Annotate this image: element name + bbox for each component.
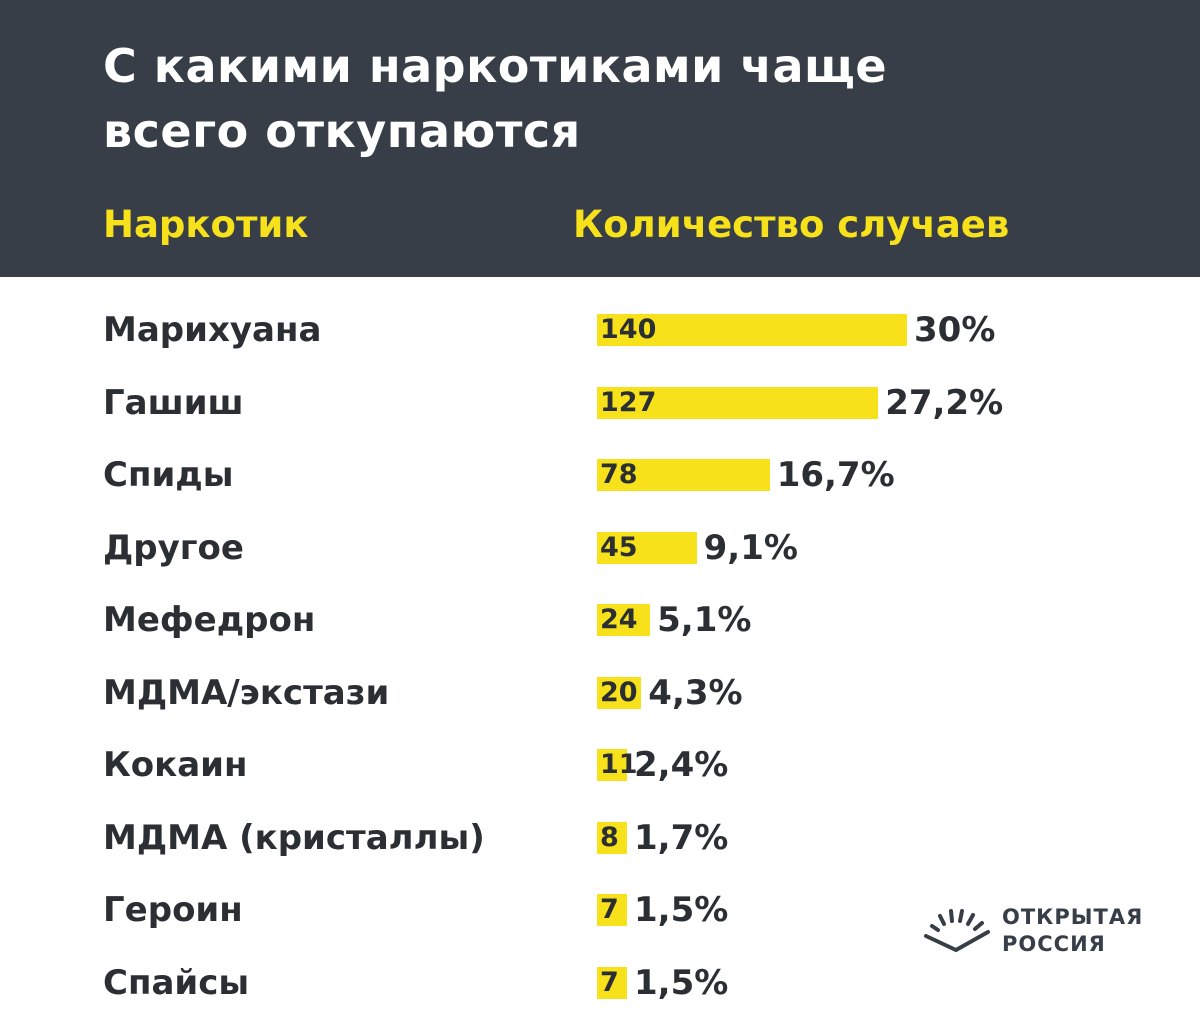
row-label: Мефедрон bbox=[103, 600, 316, 640]
bar-value-label: 24 bbox=[600, 604, 638, 635]
bar-value-label: 7 bbox=[600, 966, 619, 998]
bar-percent-label: 9,1% bbox=[703, 527, 798, 568]
bar-value-label: 20 bbox=[600, 676, 638, 708]
row-label: МДМА (кристаллы) bbox=[103, 817, 485, 858]
bar-value-label: 45 bbox=[600, 531, 638, 563]
logo-line-1: ОТКРЫТАЯ bbox=[1002, 905, 1144, 929]
bar bbox=[597, 676, 642, 709]
bar bbox=[597, 386, 879, 419]
bar bbox=[597, 314, 907, 346]
bar-percent-label: 1,5% bbox=[634, 962, 729, 1003]
bar bbox=[597, 459, 770, 491]
bar-value-label: 8 bbox=[600, 821, 619, 853]
bar-value-label: 7 bbox=[600, 894, 619, 925]
bar-percent-label: 1,7% bbox=[634, 817, 729, 858]
row-label: Другое bbox=[103, 527, 244, 568]
bar bbox=[597, 894, 627, 926]
bar bbox=[597, 749, 627, 781]
bar-value-label: 127 bbox=[600, 386, 657, 418]
bar-value-label: 78 bbox=[600, 459, 638, 490]
row-label: Спиды bbox=[103, 455, 234, 495]
row-label: Героин bbox=[103, 890, 243, 930]
bar-percent-label: 16,7% bbox=[776, 455, 895, 495]
row-label: Гашиш bbox=[103, 382, 244, 423]
row-label: МДМА/экстази bbox=[103, 672, 390, 713]
bar bbox=[597, 604, 651, 636]
column-header-count: Количество случаев bbox=[573, 203, 1010, 246]
bar bbox=[597, 821, 627, 854]
bar-percent-label: 1,5% bbox=[634, 890, 729, 930]
chart-title: С какими наркотиками чаще всего откупают… bbox=[103, 39, 888, 158]
header-panel: С какими наркотиками чаще всего откупают… bbox=[0, 0, 1200, 277]
logo-line-2: РОССИЯ bbox=[1002, 932, 1106, 956]
logo: ОТКРЫТАЯ РОССИЯ bbox=[922, 902, 1162, 962]
row-label: Марихуана bbox=[103, 310, 322, 350]
bar-percent-label: 2,4% bbox=[634, 745, 729, 785]
bar-value-label: 11 bbox=[600, 749, 638, 780]
row-label: Спайсы bbox=[103, 962, 250, 1003]
column-header-drug: Наркотик bbox=[103, 203, 309, 246]
sunrise-rays-icon bbox=[924, 909, 990, 953]
bar-percent-label: 5,1% bbox=[657, 600, 752, 640]
bar-value-label: 140 bbox=[600, 314, 657, 345]
bar-percent-label: 27,2% bbox=[885, 382, 1004, 423]
row-label: Кокаин bbox=[103, 745, 248, 785]
bar-percent-label: 30% bbox=[914, 310, 996, 350]
bar bbox=[597, 966, 627, 999]
bar-percent-label: 4,3% bbox=[648, 672, 743, 713]
bar bbox=[597, 531, 697, 564]
